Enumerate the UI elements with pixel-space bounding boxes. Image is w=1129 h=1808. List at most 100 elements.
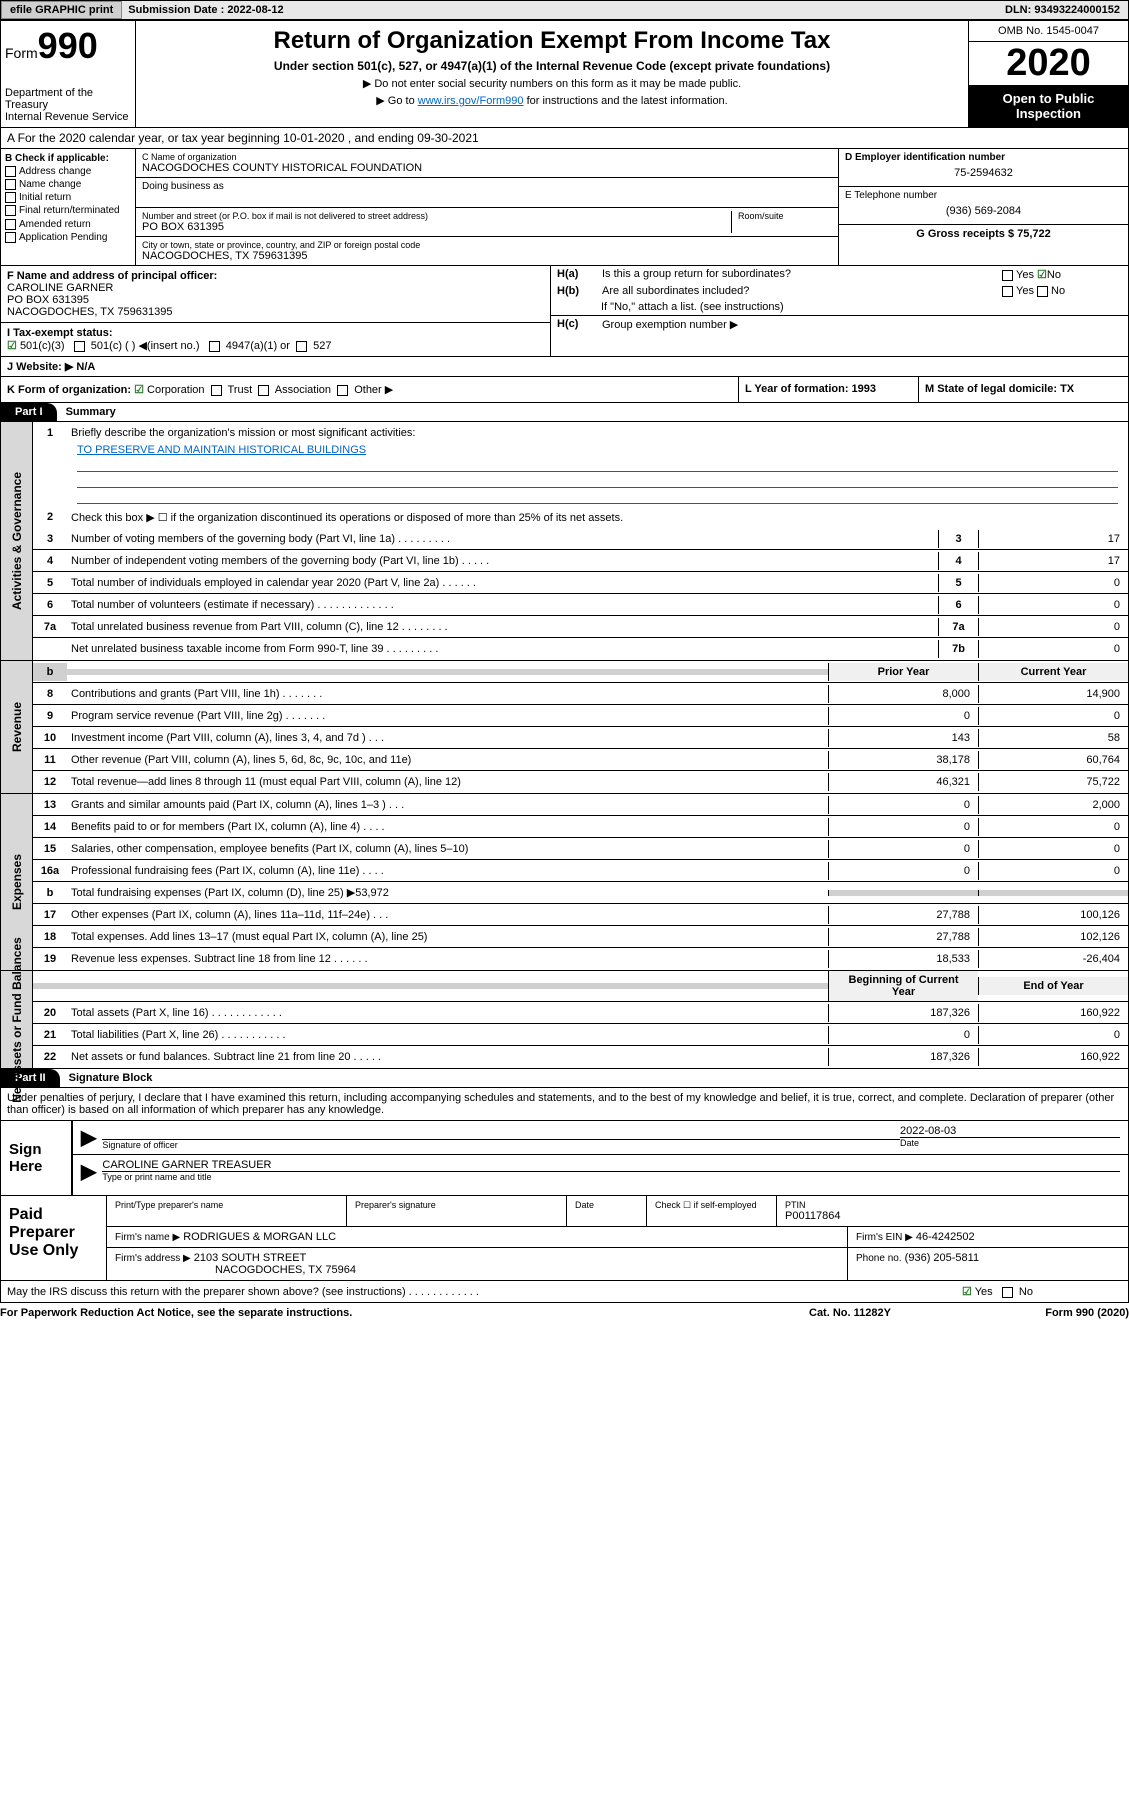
p14: 0 <box>828 818 978 836</box>
officer-addr1: PO BOX 631395 <box>7 294 544 306</box>
firm-val: RODRIGUES & MORGAN LLC <box>183 1231 336 1243</box>
summary-expenses: Expenses 13Grants and similar amounts pa… <box>0 794 1129 971</box>
page-footer: For Paperwork Reduction Act Notice, see … <box>0 1303 1129 1323</box>
l14: Benefits paid to or for members (Part IX… <box>67 818 828 836</box>
chk-final[interactable] <box>5 205 16 216</box>
l5-txt: Total number of individuals employed in … <box>67 574 938 592</box>
p12: 46,321 <box>828 773 978 791</box>
l15: Salaries, other compensation, employee b… <box>67 840 828 858</box>
opt-2: Initial return <box>19 192 71 203</box>
c13: 2,000 <box>978 796 1128 814</box>
addr-val: PO BOX 631395 <box>142 221 725 233</box>
note-ssn: ▶ Do not enter social security numbers o… <box>142 77 962 90</box>
k-other: Other ▶ <box>354 384 393 396</box>
faddr2: NACOGDOCHES, TX 75964 <box>215 1264 356 1276</box>
irs-label: Internal Revenue Service <box>5 111 131 123</box>
footer-mid: Cat. No. 11282Y <box>809 1307 969 1319</box>
opt-3: Final return/terminated <box>19 206 120 217</box>
chk-pending[interactable] <box>5 232 16 243</box>
f-label: F Name and address of principal officer: <box>7 270 544 282</box>
l7a-txt: Total unrelated business revenue from Pa… <box>67 618 938 636</box>
arrow-icon: ▶ <box>81 1125 96 1150</box>
date-label: Date <box>900 1137 1120 1148</box>
i-label: I Tax-exempt status: <box>7 327 113 339</box>
section-b: B Check if applicable: Address change Na… <box>0 149 1129 266</box>
side-gov: Activities & Governance <box>10 472 24 610</box>
l13: Grants and similar amounts paid (Part IX… <box>67 796 828 814</box>
hb-no[interactable] <box>1037 286 1048 297</box>
efile-btn[interactable]: efile GRAPHIC print <box>1 1 122 19</box>
p9: 0 <box>828 707 978 725</box>
irs-link[interactable]: www.irs.gov/Form990 <box>418 95 524 107</box>
section-fhi: F Name and address of principal officer:… <box>0 266 1129 357</box>
ptin-val: P00117864 <box>785 1210 1120 1222</box>
dba-label: Doing business as <box>142 181 832 192</box>
c22: 160,922 <box>978 1048 1128 1066</box>
faddr1: 2103 SOUTH STREET <box>194 1252 306 1264</box>
tax-year: 2020 <box>969 42 1128 85</box>
end-hdr: End of Year <box>978 977 1128 995</box>
p13: 0 <box>828 796 978 814</box>
h1: Print/Type preparer's name <box>107 1196 347 1226</box>
c19: -26,404 <box>978 950 1128 968</box>
hb-label: H(b) <box>557 285 602 297</box>
paid-title: Paid Preparer Use Only <box>1 1196 106 1280</box>
part2-title: Signature Block <box>69 1072 153 1084</box>
dln: DLN: 93493224000152 <box>997 2 1128 18</box>
l1-txt: Briefly describe the organization's miss… <box>67 424 1128 442</box>
ha-yes[interactable] <box>1002 270 1013 281</box>
chk-assoc[interactable] <box>258 385 269 396</box>
name-label: Type or print name and title <box>102 1171 1120 1182</box>
c8: 14,900 <box>978 685 1128 703</box>
top-bar: efile GRAPHIC print Submission Date : 20… <box>0 0 1129 20</box>
paid-preparer-block: Paid Preparer Use Only Print/Type prepar… <box>0 1196 1129 1281</box>
sig-label: Signature of officer <box>102 1139 900 1150</box>
note2-post: for instructions and the latest informat… <box>524 95 728 107</box>
row-k: K Form of organization: ☑ Corporation Tr… <box>0 377 1129 403</box>
sign-block: Sign Here ▶ Signature of officer 2022-08… <box>0 1121 1129 1196</box>
l16b: Total fundraising expenses (Part IX, col… <box>67 883 828 902</box>
k-assoc: Association <box>275 384 331 396</box>
h5: PTIN <box>785 1200 1120 1210</box>
k-trust: Trust <box>228 384 253 396</box>
p16a: 0 <box>828 862 978 880</box>
l17: Other expenses (Part IX, column (A), lin… <box>67 906 828 924</box>
c10: 58 <box>978 729 1128 747</box>
ein-label: Firm's EIN ▶ <box>856 1232 913 1243</box>
h2: Preparer's signature <box>347 1196 567 1226</box>
m-state: M State of legal domicile: TX <box>925 383 1074 395</box>
chk-name[interactable] <box>5 179 16 190</box>
side-exp: Expenses <box>10 854 24 910</box>
chk-address[interactable] <box>5 166 16 177</box>
p10: 143 <box>828 729 978 747</box>
form-number: 990 <box>38 25 98 66</box>
chk-4947[interactable] <box>209 341 220 352</box>
discuss-no[interactable] <box>1002 1287 1013 1298</box>
chk-amended[interactable] <box>5 219 16 230</box>
hb-yes[interactable] <box>1002 286 1013 297</box>
v5: 0 <box>978 574 1128 592</box>
chk-trust[interactable] <box>211 385 222 396</box>
p21: 0 <box>828 1026 978 1044</box>
form-title: Return of Organization Exempt From Incom… <box>142 27 962 55</box>
addr-label: Number and street (or P.O. box if mail i… <box>142 211 725 221</box>
summary-governance: Activities & Governance 1Briefly describ… <box>0 422 1129 661</box>
l19: Revenue less expenses. Subtract line 18 … <box>67 950 828 968</box>
chk-other[interactable] <box>337 385 348 396</box>
inspection-badge: Open to Public Inspection <box>969 85 1128 127</box>
i-501c: 501(c) ( ) ◀(insert no.) <box>91 340 200 352</box>
officer-addr2: NACOGDOCHES, TX 759631395 <box>7 306 544 318</box>
phone-val: (936) 205-5811 <box>905 1252 979 1264</box>
mission-val[interactable]: TO PRESERVE AND MAINTAIN HISTORICAL BUIL… <box>77 444 1118 456</box>
discuss-row: May the IRS discuss this return with the… <box>0 1281 1129 1303</box>
l-year: L Year of formation: 1993 <box>745 383 876 395</box>
phone-val: (936) 569-2084 <box>845 205 1122 217</box>
officer-typed-name: CAROLINE GARNER TREASUER <box>102 1159 1120 1171</box>
v7a: 0 <box>978 618 1128 636</box>
chk-initial[interactable] <box>5 192 16 203</box>
p11: 38,178 <box>828 751 978 769</box>
chk-527[interactable] <box>296 341 307 352</box>
chk-501c[interactable] <box>74 341 85 352</box>
blank-line <box>77 474 1118 488</box>
side-rev: Revenue <box>10 702 24 752</box>
